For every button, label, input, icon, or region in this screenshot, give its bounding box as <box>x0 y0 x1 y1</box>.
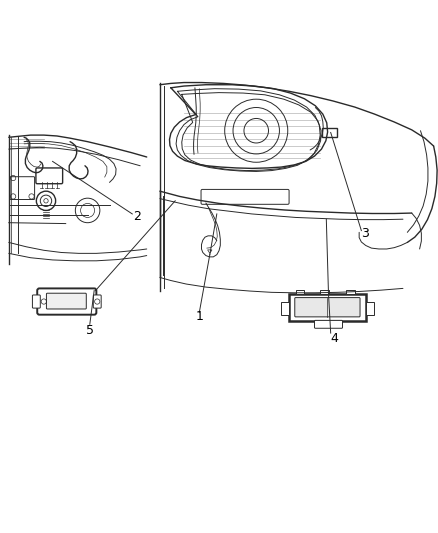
FancyBboxPatch shape <box>322 128 337 138</box>
FancyBboxPatch shape <box>296 290 304 294</box>
FancyBboxPatch shape <box>281 302 289 315</box>
FancyBboxPatch shape <box>93 295 101 308</box>
FancyBboxPatch shape <box>37 288 96 314</box>
Text: 1: 1 <box>195 310 203 324</box>
FancyBboxPatch shape <box>314 320 343 328</box>
FancyBboxPatch shape <box>36 168 63 184</box>
FancyBboxPatch shape <box>32 295 40 308</box>
Text: 2: 2 <box>134 209 141 223</box>
FancyBboxPatch shape <box>46 293 86 309</box>
FancyBboxPatch shape <box>346 290 355 294</box>
FancyBboxPatch shape <box>366 302 374 315</box>
FancyBboxPatch shape <box>295 297 360 317</box>
Text: 3: 3 <box>361 227 369 240</box>
Text: 5: 5 <box>86 324 94 336</box>
FancyBboxPatch shape <box>289 294 366 321</box>
FancyBboxPatch shape <box>320 290 328 294</box>
Text: 4: 4 <box>331 332 339 345</box>
